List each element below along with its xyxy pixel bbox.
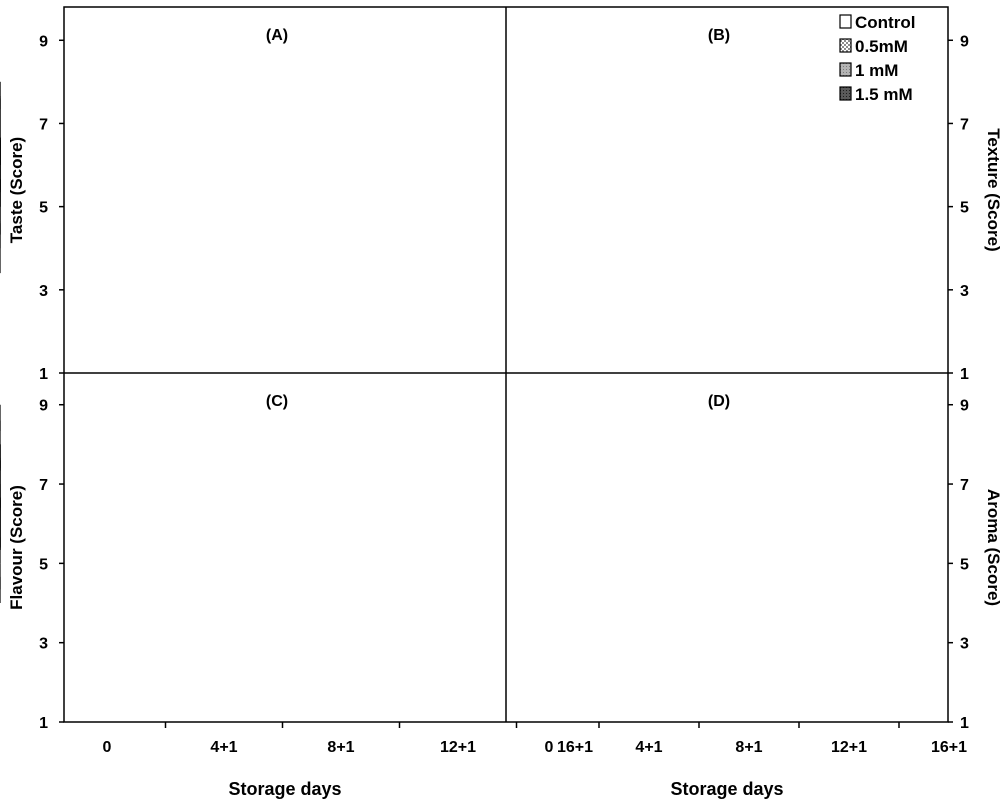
- y-tick-label: 7: [960, 116, 969, 133]
- y-axis-label: Aroma (Score): [984, 489, 1003, 606]
- y-tick-label: 1: [39, 715, 48, 732]
- legend-swatch-3: [839, 86, 852, 101]
- y-tick-label: 7: [39, 477, 48, 494]
- x-tick-label: 16+1: [557, 739, 593, 756]
- panel-b: (B): [0, 27, 730, 249]
- y-tick-label: 5: [39, 556, 48, 573]
- y-tick-label: 9: [39, 33, 48, 50]
- x-tick-label: 8+1: [327, 739, 354, 756]
- y-tick-label: 1: [960, 715, 969, 732]
- panel-d: (D): [0, 393, 730, 590]
- y-tick-label: 7: [960, 477, 969, 494]
- y-tick-label: 5: [960, 200, 969, 217]
- y-axis-label: Texture (Score): [984, 128, 1003, 251]
- legend-label: 0.5mM: [855, 37, 908, 56]
- legend-swatch-2: [839, 62, 852, 77]
- y-tick-label: 5: [960, 556, 969, 573]
- y-tick-label: 3: [960, 636, 969, 653]
- y-tick-label: 9: [960, 398, 969, 415]
- panel-title: (C): [266, 393, 288, 410]
- x-tick-label: 8+1: [735, 739, 762, 756]
- x-tick-label: 16+1: [931, 739, 967, 756]
- y-axis-label: Taste (Score): [7, 137, 26, 243]
- legend-swatch-0: [839, 14, 852, 29]
- x-axis-label: Storage days: [228, 779, 341, 799]
- y-tick-label: 9: [960, 33, 969, 50]
- y-axis-label: Flavour (Score): [7, 485, 26, 610]
- panel-title: (B): [708, 27, 730, 44]
- panel-title: (D): [708, 393, 730, 410]
- x-tick-label: 0: [103, 739, 112, 756]
- x-tick-label: 12+1: [831, 739, 867, 756]
- legend-label: 1.5 mM: [855, 85, 913, 104]
- y-tick-label: 3: [39, 283, 48, 300]
- panel-title: (A): [266, 27, 288, 44]
- y-tick-label: 1: [39, 366, 48, 383]
- y-tick-label: 7: [39, 116, 48, 133]
- x-tick-label: 12+1: [440, 739, 476, 756]
- x-axis-label: Storage days: [670, 779, 783, 799]
- legend-label: Control: [855, 13, 915, 32]
- legend-label: 1 mM: [855, 61, 898, 80]
- y-tick-label: 5: [39, 200, 48, 217]
- x-tick-label: 4+1: [210, 739, 237, 756]
- legend-swatch-1: [839, 38, 852, 53]
- panel-c: (C): [0, 393, 288, 604]
- y-tick-label: 1: [960, 366, 969, 383]
- x-tick-label: 4+1: [635, 739, 662, 756]
- y-tick-label: 9: [39, 398, 48, 415]
- panel-a: (A): [0, 27, 288, 274]
- y-tick-label: 3: [39, 636, 48, 653]
- x-tick-label: 0: [545, 739, 554, 756]
- y-tick-label: 3: [960, 283, 969, 300]
